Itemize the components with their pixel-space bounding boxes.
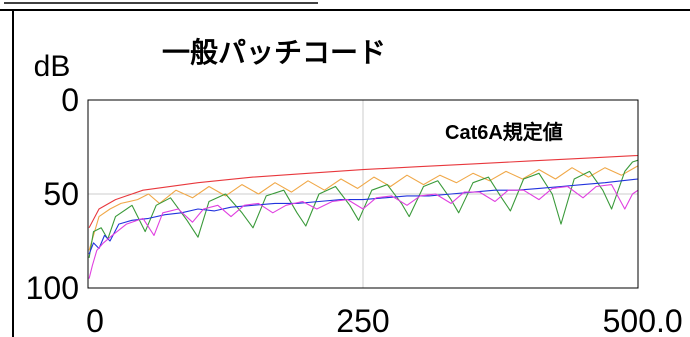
series-line-2 [88,165,639,251]
plot-border [87,99,639,289]
x-tick-labels: 0 250 500.0 MHz [86,303,690,337]
plot-area [87,99,639,289]
x-tick-label: 500.0 MHz [603,303,690,337]
limit-annotation: Cat6A規定値 [445,120,563,144]
series-line-5 [88,184,639,279]
chart-title: 一般パッチコード [162,36,386,68]
y-tick-label: 100 [26,270,79,306]
y-tick-label: 0 [61,82,79,118]
y-axis-label: dB [34,50,71,83]
y-tick-labels: 0 50 100 [26,82,79,306]
series-line-1 [88,154,639,229]
series-layer [88,154,639,279]
x-tick-label: 0 [86,303,104,337]
x-tick-label: 250 [336,303,389,337]
y-tick-label: 50 [43,176,79,212]
series-line-3 [88,159,639,258]
series-line-4 [88,178,639,255]
